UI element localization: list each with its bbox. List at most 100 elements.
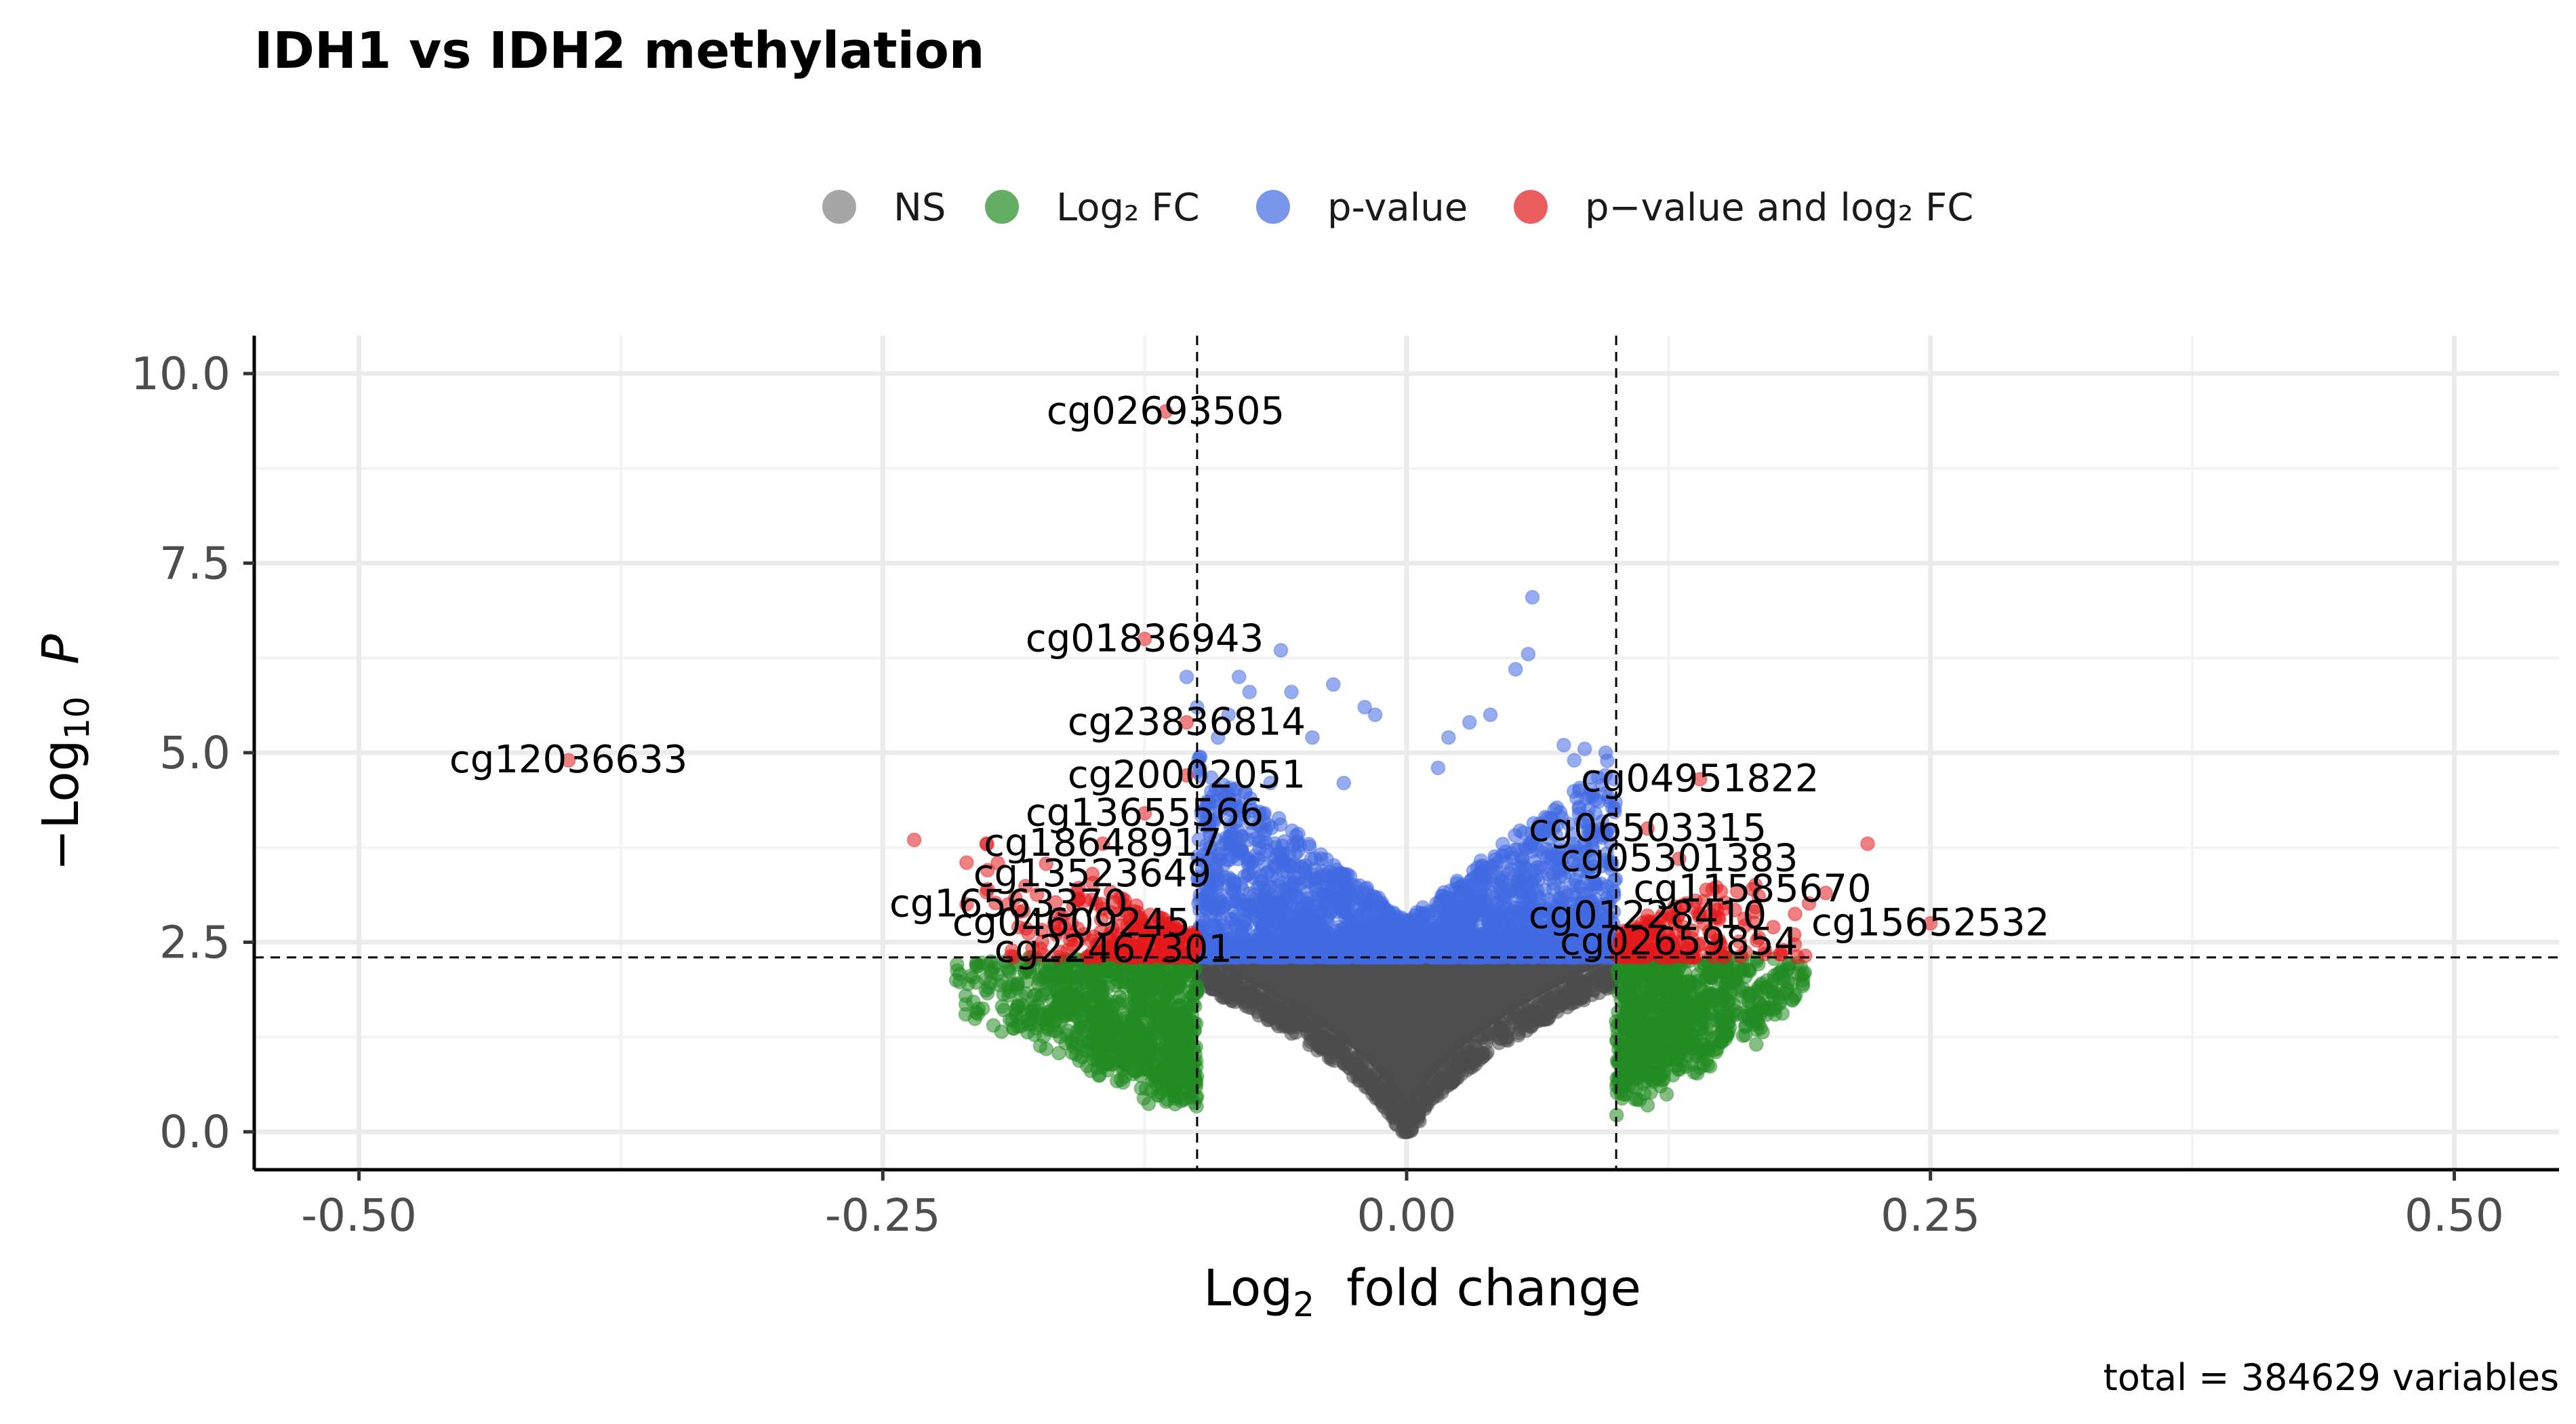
ns-point [1597,967,1613,983]
legend-label-ns: NS [893,186,946,230]
p-point [1343,923,1358,938]
p-point [1213,894,1229,909]
fc-point [1131,1019,1146,1035]
fc-point [1643,985,1659,1001]
fc-point [1659,1086,1674,1102]
fc-point [969,1005,984,1020]
fc-point [1713,1025,1729,1041]
fc-point [1114,1021,1129,1036]
points [561,403,1938,1140]
legend: NS Log₂ FC p-value p−value and log₂ FC [822,186,1973,230]
legend-label-p: p-value [1327,186,1468,230]
fc-point [1625,968,1641,984]
fc-point [1151,1087,1167,1103]
ns-point [1460,1044,1476,1059]
fc-point [1660,1008,1676,1023]
fc-point [1035,969,1051,985]
ns-point [1293,1006,1308,1022]
fc-point [1745,1006,1760,1022]
fc-point [1188,1071,1203,1087]
fc-point [1164,1031,1180,1046]
p-point [1366,913,1381,929]
ns-point [1335,1054,1351,1070]
fc-point [1700,1040,1716,1055]
fc-point [1733,983,1748,998]
fc-point [1058,1008,1074,1023]
p-point [1458,924,1474,940]
fc-point [1188,1039,1204,1054]
ns-point [1305,1032,1321,1048]
fc-point [1009,1006,1024,1022]
p-point [1461,886,1476,901]
p-point [1272,817,1288,832]
plot-area: cg02693505cg01836943cg23836814cg12036633… [254,336,2559,1170]
fc-point [1776,972,1792,988]
p-point [1239,916,1255,932]
p-point [1422,913,1438,928]
p-point [1350,890,1366,905]
fc-point [978,971,993,987]
fc-point [1619,1063,1634,1079]
chart-title: IDH1 vs IDH2 methylation [254,22,984,80]
fc-point [1010,976,1026,992]
fc-point [1090,988,1106,1003]
fc-point [1173,1073,1188,1088]
fc-point [980,985,995,1001]
fc-point [1136,1090,1152,1106]
fc-point [1104,1039,1119,1054]
fc-point [1178,1008,1193,1024]
ns-point [1375,1074,1391,1090]
fc-point [1766,1002,1781,1018]
fc-point [1797,965,1813,981]
fc-point [1659,1023,1675,1038]
ns-point [1413,1098,1428,1113]
p-point [1449,873,1465,889]
ns-point [1500,1033,1516,1048]
fc-point [1188,1090,1204,1105]
fc-point [1735,962,1751,978]
ns-point [1556,979,1571,995]
fc-point [1144,972,1159,987]
legend-key-p [1256,190,1290,224]
fc-point [1765,987,1781,1003]
fc-point [1665,985,1681,1001]
fc-point [1070,1023,1085,1038]
p-point [1453,904,1468,919]
fc-point [1138,1061,1153,1076]
ns-point [1348,1050,1364,1065]
ns-point [1474,1046,1490,1061]
legend-label-fc: Log₂ FC [1056,186,1200,230]
fc-point [1750,1022,1765,1037]
fc-point [1090,1018,1106,1034]
p-point [1520,948,1535,963]
fc-point [1116,1039,1131,1054]
fc-point [1090,1052,1105,1067]
fc-point [1626,1050,1642,1066]
p-point [1473,853,1489,869]
legend-key-both [1514,190,1548,224]
fc-point [1032,1006,1048,1022]
fc-point [1670,1061,1686,1077]
ns-point [1251,1008,1266,1023]
fc-point [1005,1021,1021,1036]
fc-point [1682,997,1697,1013]
fc-point [1163,1004,1178,1020]
fc-point [1647,1057,1663,1073]
fc-point [1134,1002,1150,1018]
ns-point [1454,1066,1470,1082]
ns-point [1352,1067,1367,1082]
ns-point [1466,1034,1482,1049]
fc-point [1681,979,1697,994]
fc-point [1697,1007,1712,1023]
legend-label-both: p−value and log₂ FC [1585,186,1973,230]
fc-point [1688,1049,1704,1064]
p-point [1337,903,1353,919]
fc-point [1150,1026,1165,1042]
fc-point [1710,1012,1725,1028]
fc-point [1105,997,1121,1013]
ns-point [1539,1011,1554,1027]
p-point [1508,842,1523,857]
fc-point [1068,969,1083,985]
p-point [1304,852,1319,867]
